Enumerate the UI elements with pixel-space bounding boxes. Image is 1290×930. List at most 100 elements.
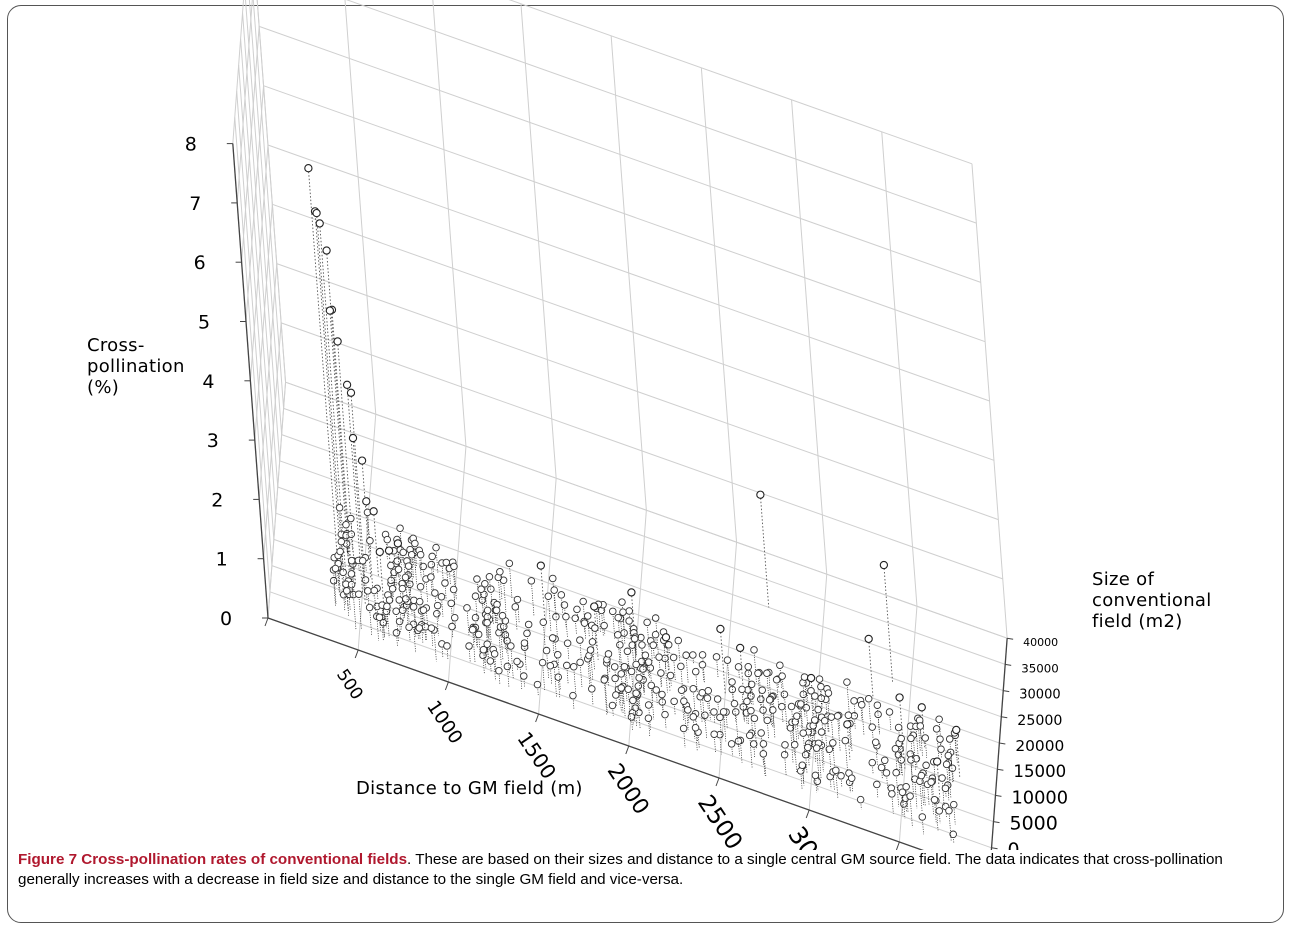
- drop-line: [927, 784, 930, 805]
- data-point: [935, 715, 943, 723]
- data-point: [820, 716, 829, 725]
- data-point: [586, 646, 595, 654]
- data-point: [879, 560, 889, 570]
- drop-line: [431, 556, 435, 577]
- drop-line: [337, 567, 340, 593]
- data-point: [800, 673, 809, 681]
- data-point: [398, 606, 407, 614]
- data-point: [450, 613, 459, 622]
- drop-line: [441, 562, 445, 588]
- drop-line: [405, 598, 407, 609]
- drop-line: [821, 745, 824, 772]
- grid-line: [236, 0, 253, 203]
- data-point: [639, 665, 647, 673]
- z-tick-label: 6: [194, 252, 206, 274]
- data-point: [627, 588, 636, 597]
- data-point: [932, 757, 942, 766]
- data-point: [361, 576, 370, 584]
- y-tick-label: 10000: [1011, 787, 1068, 808]
- data-point: [873, 780, 881, 789]
- data-point: [325, 306, 335, 315]
- data-point: [950, 800, 958, 809]
- drop-line: [407, 601, 410, 622]
- data-point: [490, 650, 499, 658]
- data-point: [781, 741, 789, 749]
- data-point: [387, 561, 395, 570]
- drop-line: [825, 699, 829, 732]
- data-point: [617, 684, 625, 692]
- data-point: [891, 745, 900, 753]
- drop-line: [650, 685, 655, 720]
- drop-line: [386, 606, 390, 638]
- data-point: [744, 663, 752, 671]
- drop-line: [361, 460, 372, 580]
- data-point: [632, 660, 640, 669]
- data-point: [571, 614, 580, 623]
- data-point: [945, 807, 953, 815]
- data-point: [882, 769, 891, 777]
- drop-line: [763, 743, 767, 777]
- drop-line: [947, 755, 951, 781]
- drop-line: [761, 690, 765, 718]
- drop-line: [342, 572, 346, 605]
- data-point: [366, 536, 374, 545]
- data-point: [864, 694, 873, 703]
- data-point: [588, 638, 597, 646]
- drop-line: [537, 684, 539, 696]
- data-point: [894, 723, 903, 732]
- y-tick-label: 0: [1008, 839, 1020, 850]
- drop-line: [683, 701, 687, 733]
- data-point: [625, 607, 633, 615]
- data-point: [610, 663, 619, 671]
- drop-line: [909, 796, 913, 828]
- data-point: [616, 641, 624, 649]
- data-point: [807, 687, 815, 695]
- drop-line: [916, 758, 918, 768]
- data-point: [778, 672, 786, 680]
- markers: [304, 164, 961, 766]
- data-point: [658, 690, 666, 699]
- drop-line: [735, 711, 739, 748]
- data-point: [756, 490, 765, 499]
- data-point: [801, 751, 810, 759]
- drop-line: [418, 628, 421, 641]
- drop-line: [433, 629, 437, 662]
- data-point: [902, 782, 910, 791]
- data-point: [553, 650, 562, 659]
- drop-line: [945, 788, 947, 798]
- data-point: [864, 634, 873, 644]
- data-point: [542, 646, 551, 655]
- drop-line: [784, 744, 787, 755]
- drop-line: [319, 223, 349, 609]
- drop-line: [503, 626, 506, 650]
- data-point: [772, 676, 781, 684]
- data-point: [897, 756, 905, 764]
- drop-line: [418, 550, 422, 578]
- data-point: [524, 620, 533, 629]
- data-point: [347, 580, 356, 589]
- drop-line: [668, 644, 670, 654]
- drop-line: [411, 554, 414, 579]
- data-point: [533, 680, 542, 689]
- drop-line: [791, 722, 795, 756]
- drop-line: [707, 698, 709, 711]
- data-point: [649, 641, 658, 649]
- drop-line: [692, 654, 694, 665]
- data-point: [416, 583, 425, 591]
- drop-line: [333, 580, 336, 607]
- drop-line: [487, 610, 490, 637]
- x-tick-mark: [354, 649, 359, 659]
- data-point: [638, 641, 646, 649]
- drop-line: [899, 697, 906, 769]
- data-point: [780, 750, 789, 759]
- data-point: [485, 572, 494, 581]
- data-point: [520, 672, 528, 680]
- grid-line: [447, 446, 467, 683]
- drop-line: [806, 683, 809, 704]
- drop-line: [781, 676, 785, 701]
- data-point: [778, 702, 786, 711]
- drop-line: [784, 754, 787, 776]
- data-point: [618, 598, 626, 606]
- drop-line: [399, 621, 401, 634]
- drop-line: [769, 699, 772, 725]
